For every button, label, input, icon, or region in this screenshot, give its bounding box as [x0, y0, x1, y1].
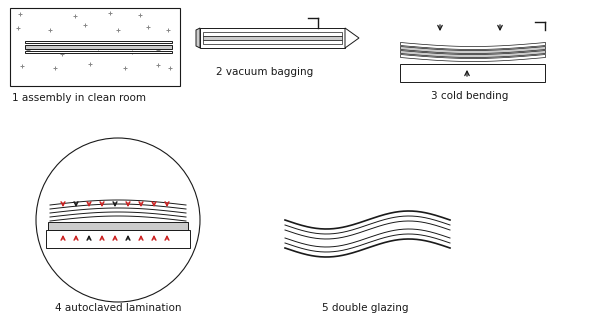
Text: 1 assembly in clean room: 1 assembly in clean room — [12, 93, 146, 103]
Text: 4 autoclaved lamination: 4 autoclaved lamination — [55, 303, 181, 313]
Text: 3 cold bending: 3 cold bending — [431, 91, 509, 101]
Text: 2 vacuum bagging: 2 vacuum bagging — [217, 67, 314, 77]
Bar — [200, 28, 345, 48]
Bar — [46, 230, 190, 248]
Bar — [48, 222, 188, 230]
Bar — [203, 32, 342, 36]
Bar — [10, 8, 180, 86]
Bar — [203, 40, 342, 44]
Text: 5 double glazing: 5 double glazing — [322, 303, 408, 313]
Bar — [25, 45, 172, 49]
Polygon shape — [345, 28, 359, 48]
Bar — [400, 64, 545, 82]
Bar — [25, 51, 172, 53]
Bar — [203, 36, 342, 40]
Bar — [25, 41, 172, 43]
Polygon shape — [196, 28, 200, 48]
Circle shape — [36, 138, 200, 302]
